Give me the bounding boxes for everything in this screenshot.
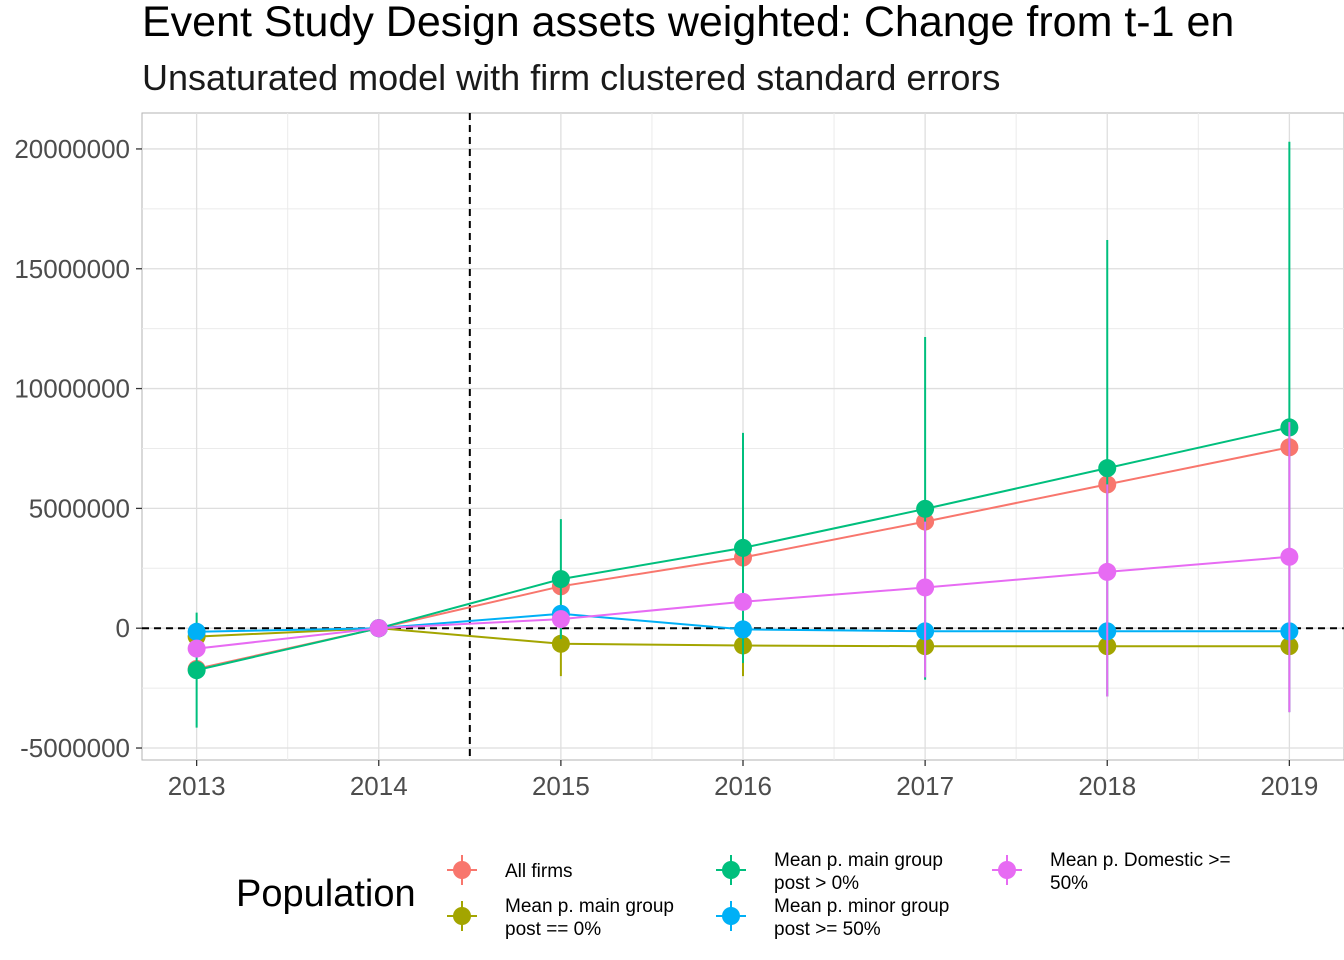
data-point <box>1098 562 1117 581</box>
legend-key-point <box>453 861 471 879</box>
y-tick-label: 5000000 <box>29 493 130 523</box>
x-tick-label: 2013 <box>168 771 226 801</box>
x-tick-label: 2014 <box>350 771 408 801</box>
data-point <box>734 538 752 557</box>
y-tick-label: 20000000 <box>14 134 130 164</box>
y-tick-label: 0 <box>116 613 130 643</box>
data-point <box>734 592 752 611</box>
legend-key-point <box>722 861 740 879</box>
data-point <box>1280 547 1299 566</box>
y-tick-label: 15000000 <box>14 254 130 284</box>
data-point <box>187 639 206 658</box>
x-tick-label: 2018 <box>1078 771 1136 801</box>
data-point <box>551 610 570 629</box>
x-tick-label: 2015 <box>532 771 590 801</box>
series-layer <box>187 141 1299 728</box>
x-tick-label: 2017 <box>896 771 954 801</box>
chart-title: Event Study Design assets weighted: Chan… <box>142 0 1234 46</box>
data-point <box>187 622 206 641</box>
legend-label: All firms <box>505 861 573 882</box>
data-point <box>551 634 570 653</box>
y-tick-label: 10000000 <box>14 374 130 404</box>
x-axis: 2013 2014 2015 2016 2017 2018 2019 <box>168 760 1318 801</box>
legend-item-5: Mean p. Domestic >= 50% <box>992 850 1231 894</box>
legend: Population All firms Mean p. main group po… <box>236 850 1231 940</box>
legend-item-2: Mean p. main group post == 0% <box>447 896 674 940</box>
legend-label: Mean p. main group post > 0% <box>774 850 943 894</box>
legend-item-1: All firms <box>447 855 573 885</box>
data-point <box>734 620 752 639</box>
data-point <box>916 578 935 597</box>
data-point <box>187 661 206 680</box>
x-tick-label: 2016 <box>714 771 772 801</box>
y-tick-label: -5000000 <box>20 733 130 763</box>
legend-key-point <box>453 907 471 925</box>
legend-title: Population <box>236 873 416 915</box>
data-point <box>916 499 935 518</box>
y-axis: -5000000 0 5000000 10000000 15000000 20000000 <box>14 134 142 763</box>
legend-label: Mean p. minor group post >= 50% <box>774 896 949 940</box>
series-5 <box>187 422 1299 713</box>
x-tick-label: 2019 <box>1260 771 1318 801</box>
legend-key-point <box>722 907 740 925</box>
data-point <box>369 619 388 638</box>
legend-item-4: Mean p. minor group post >= 50% <box>716 896 949 940</box>
legend-label: Mean p. Domestic >= 50% <box>1050 850 1231 894</box>
data-point <box>551 570 570 589</box>
legend-label: Mean p. main group post == 0% <box>505 896 674 940</box>
data-point <box>1098 459 1117 478</box>
legend-item-3: Mean p. main group post > 0% <box>716 850 943 894</box>
chart-subtitle: Unsaturated model with firm clustered st… <box>142 57 1000 98</box>
legend-key-point <box>998 861 1016 879</box>
